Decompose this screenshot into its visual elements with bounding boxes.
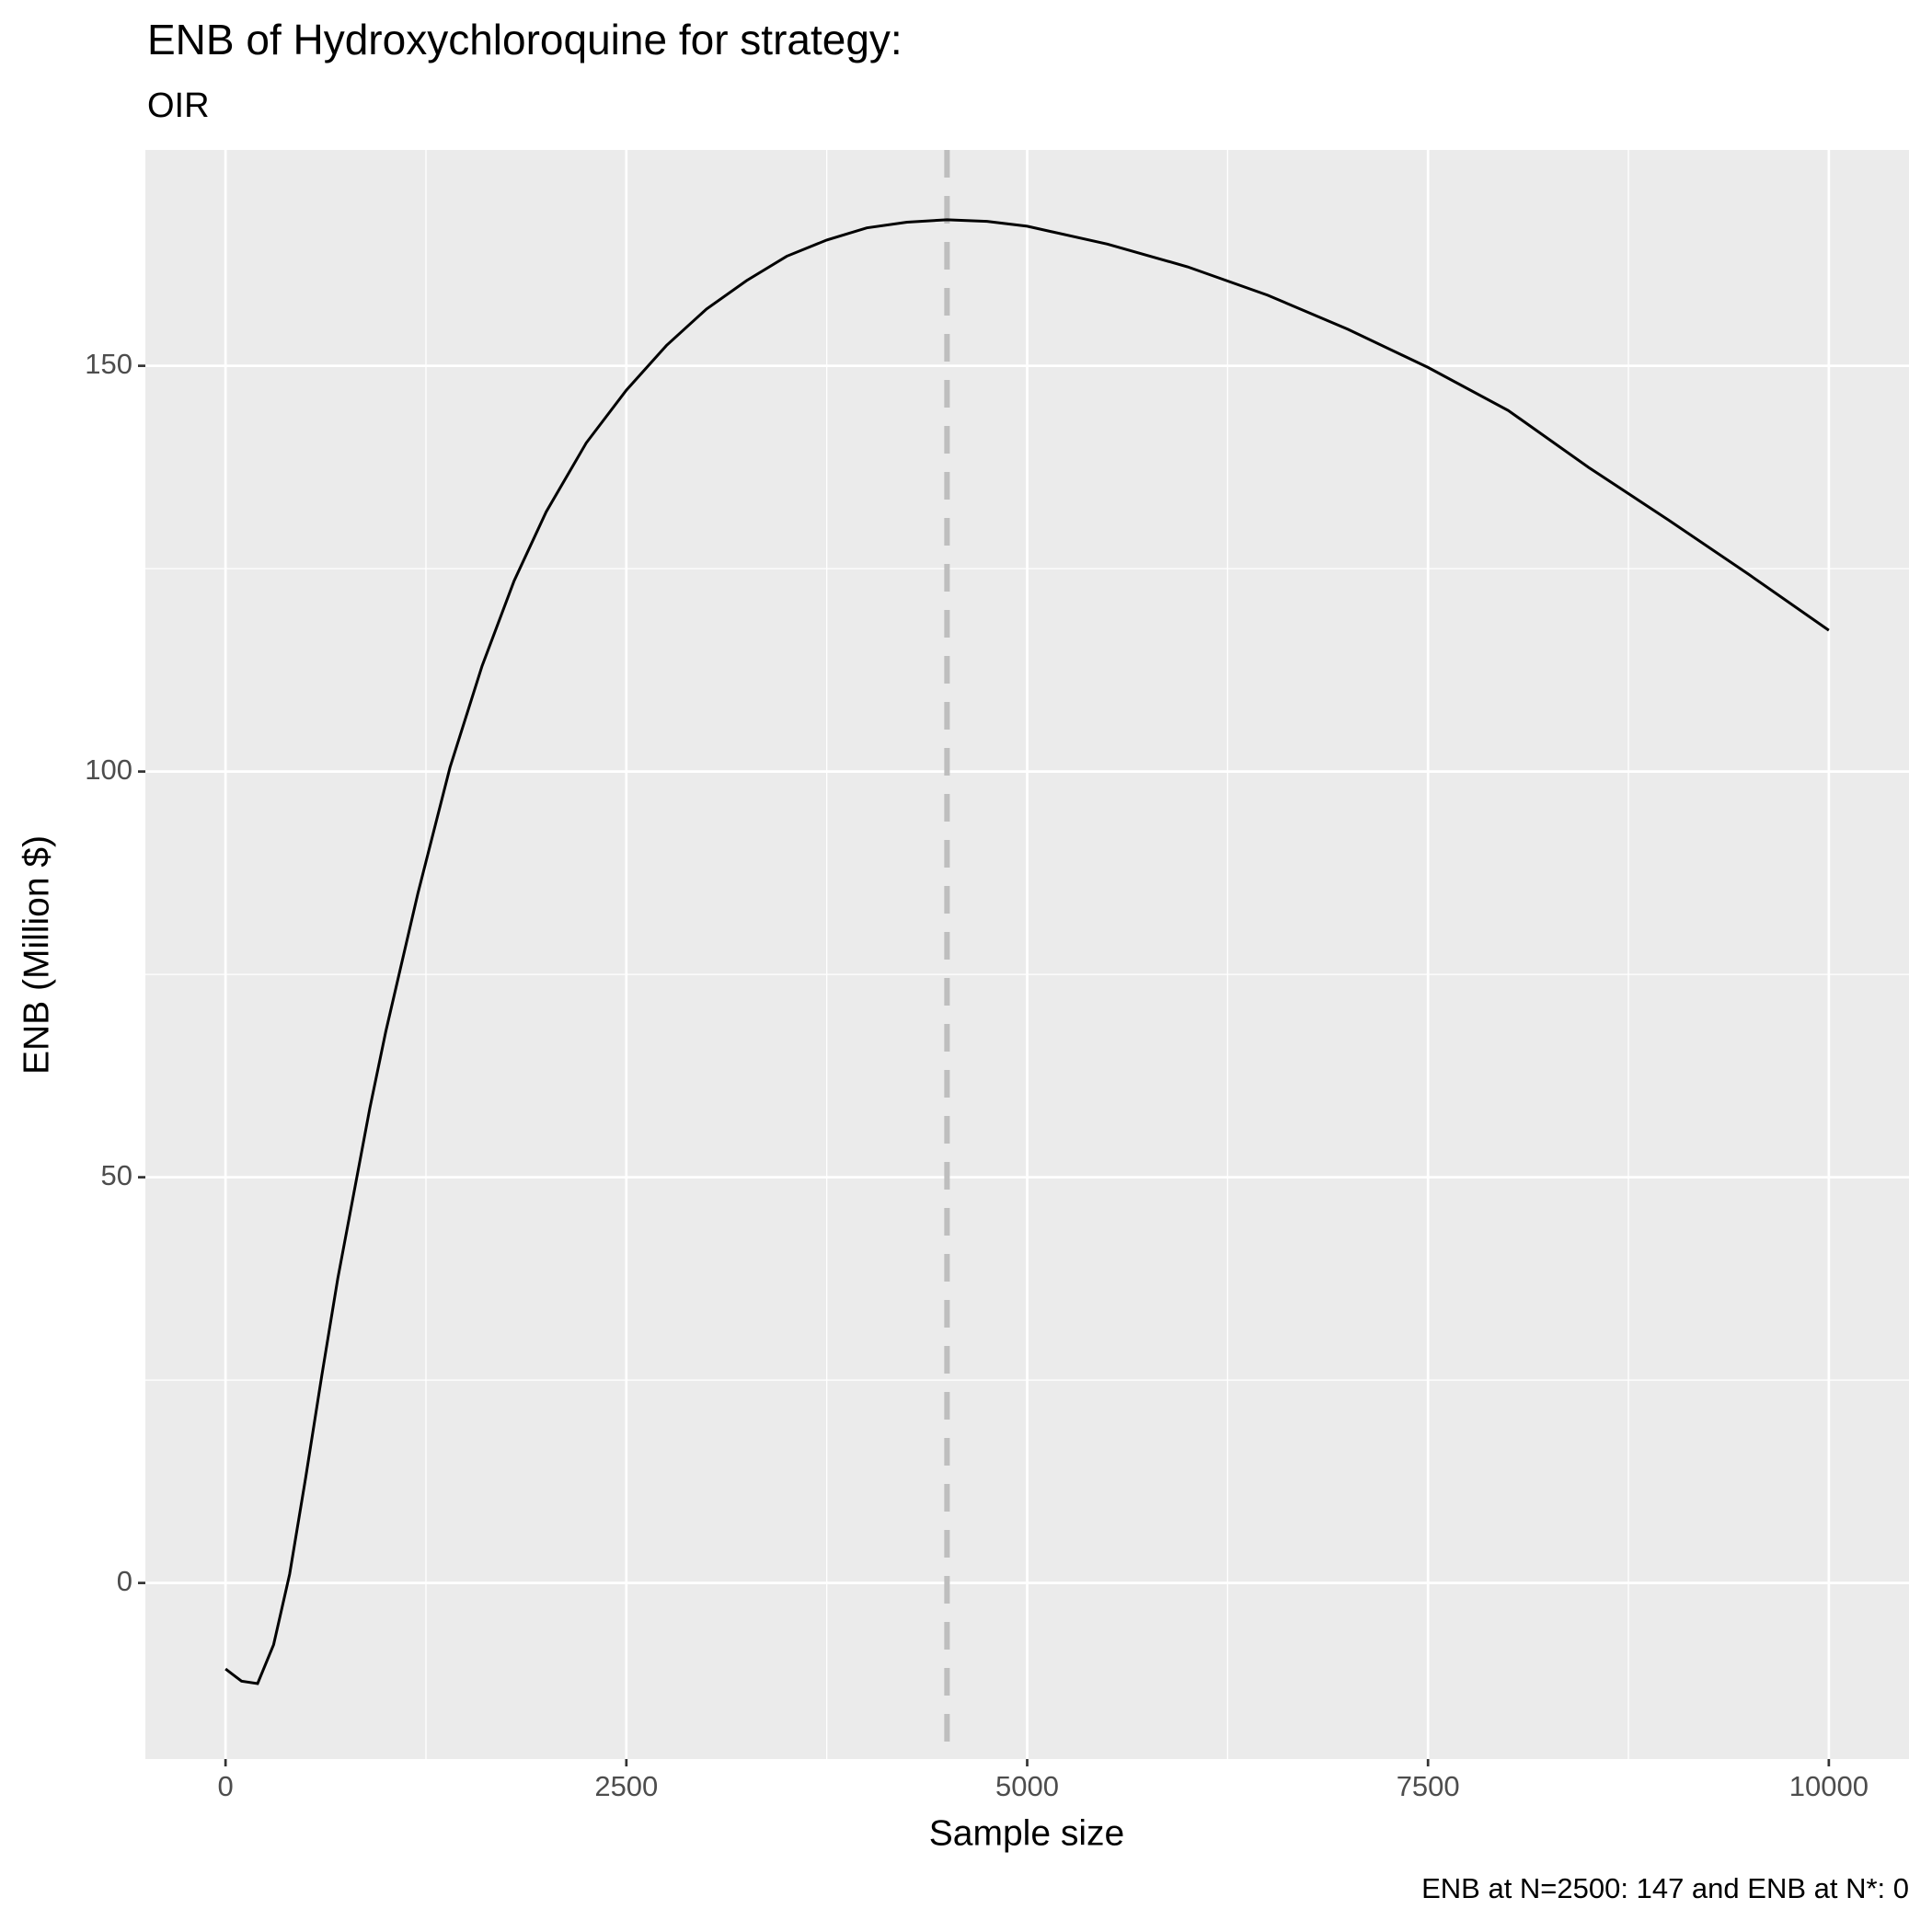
x-tick-label: 2500 bbox=[594, 1770, 658, 1802]
x-tick-label: 5000 bbox=[995, 1770, 1059, 1802]
chart-subtitle: OIR bbox=[147, 86, 210, 125]
caption: ENB at N=2500: 147 and ENB at N*: 0 bbox=[1421, 1872, 1909, 1904]
x-tick-label: 0 bbox=[218, 1770, 234, 1802]
line bbox=[224, 218, 1830, 1685]
y-tick-label: 0 bbox=[117, 1565, 132, 1597]
x-axis-title: Sample size bbox=[929, 1813, 1124, 1853]
x-tick-label: 7500 bbox=[1397, 1770, 1460, 1802]
y-tick-label: 150 bbox=[85, 348, 132, 380]
y-tick-label: 100 bbox=[85, 753, 132, 786]
y-tick-label: 50 bbox=[101, 1159, 132, 1191]
x-tick-label: 10000 bbox=[1789, 1770, 1869, 1802]
chart-title: ENB of Hydroxychloroquine for strategy: bbox=[147, 16, 903, 63]
y-axis-title: ENB (Million $) bbox=[17, 835, 56, 1075]
